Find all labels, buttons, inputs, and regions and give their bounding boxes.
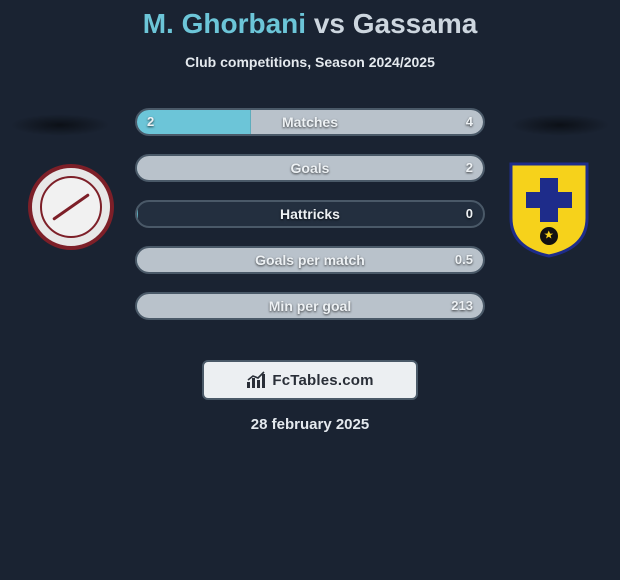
club-badge-right-shield [506,164,592,260]
shadow-left [10,114,110,136]
stat-value-right: 0 [466,202,473,226]
stat-value-right: 2 [466,156,473,180]
stats-stage: 2Matches4Goals2Hattricks0Goals per match… [0,108,620,338]
club-badge-left-slash-icon [52,193,90,221]
club-badge-left [28,164,114,250]
stat-row: 2Matches4 [135,108,485,136]
stat-label: Hattricks [137,202,483,226]
stat-value-right: 4 [466,110,473,134]
stat-row: Hattricks0 [135,200,485,228]
stats-bars: 2Matches4Goals2Hattricks0Goals per match… [135,108,485,338]
brand-text: FcTables.com [272,372,373,389]
player1-name: M. Ghorbani [143,8,306,39]
stat-label: Min per goal [137,294,483,318]
brand-badge[interactable]: FcTables.com [202,360,418,400]
stat-label: Goals [137,156,483,180]
vs-text: vs [314,8,345,39]
stat-label: Goals per match [137,248,483,272]
club-badge-left-inner [40,176,102,238]
shield-icon [506,158,592,258]
subtitle: Club competitions, Season 2024/2025 [0,54,620,70]
stat-value-right: 0.5 [455,248,473,272]
club-badge-right [506,164,592,250]
stat-row: Goals per match0.5 [135,246,485,274]
footer-date: 28 february 2025 [0,416,620,433]
stat-label: Matches [137,110,483,134]
stat-value-right: 213 [451,294,473,318]
page-title: M. Ghorbani vs Gassama [0,0,620,40]
brand-chart-icon [246,371,266,389]
shadow-right [510,114,610,136]
stat-row: Min per goal213 [135,292,485,320]
player2-name: Gassama [353,8,478,39]
stat-row: Goals2 [135,154,485,182]
